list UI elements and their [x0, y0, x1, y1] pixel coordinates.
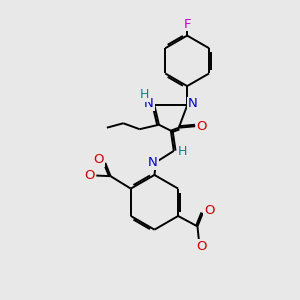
- Text: N: N: [188, 98, 197, 110]
- Text: N: N: [148, 156, 158, 169]
- Text: O: O: [196, 120, 207, 133]
- Text: O: O: [93, 153, 104, 166]
- Text: H: H: [140, 88, 149, 101]
- Text: N: N: [144, 98, 154, 110]
- Text: F: F: [183, 18, 191, 31]
- Text: O: O: [204, 204, 214, 217]
- Text: H: H: [177, 145, 187, 158]
- Text: O: O: [85, 169, 95, 182]
- Text: O: O: [197, 240, 207, 253]
